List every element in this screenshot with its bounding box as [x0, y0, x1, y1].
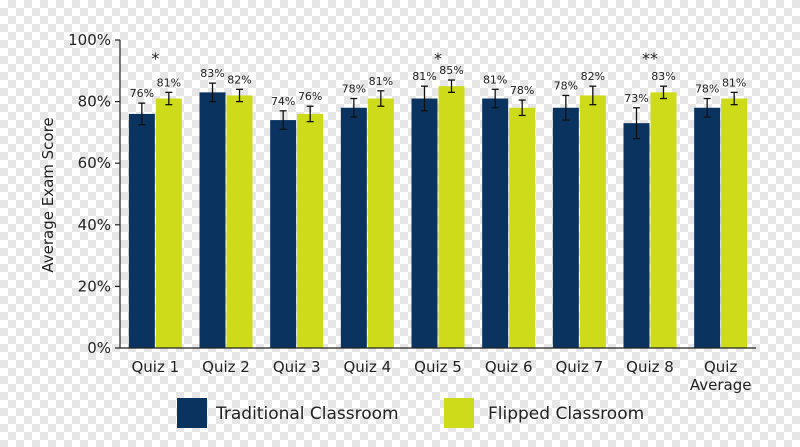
flipped-data-label-8: 83%	[651, 70, 675, 83]
flipped-error-bar-4	[377, 90, 385, 107]
flipped-bar-2	[226, 95, 253, 348]
flipped-data-label-4: 81%	[369, 75, 393, 88]
category-label-3: Quiz 3	[273, 358, 321, 376]
flipped-bar-4	[367, 98, 394, 349]
traditional-data-label-3: 74%	[271, 95, 295, 108]
flipped-data-label-6: 78%	[510, 84, 534, 97]
category-label-1: Quiz 1	[131, 358, 179, 376]
category-label-6: Quiz 6	[485, 358, 533, 376]
category-label-8: Quiz 8	[626, 358, 674, 376]
flipped-bar-8	[650, 92, 677, 348]
traditional-error-bar-3	[279, 110, 287, 130]
category-label-7: Quiz 7	[555, 358, 603, 376]
traditional-error-bar-9	[703, 97, 711, 118]
y-tick-label-60: 60%	[78, 154, 111, 172]
flipped-data-label-5: 85%	[439, 64, 463, 77]
legend: Traditional Classroom Flipped Classroom	[177, 398, 644, 428]
traditional-bar-2	[199, 92, 226, 348]
significance-marker-2: *	[434, 49, 442, 68]
traditional-legend-swatch	[177, 398, 207, 428]
traditional-error-bar-5	[421, 85, 428, 112]
traditional-data-label-2: 83%	[200, 67, 224, 80]
traditional-bar-9	[694, 107, 721, 348]
flipped-error-bar-2	[236, 88, 243, 103]
traditional-bar-5	[411, 98, 438, 349]
category-label-9-line-2: Average	[690, 376, 752, 394]
category-label-4: Quiz 4	[343, 358, 391, 376]
category-label-9-line-1: Quiz	[704, 358, 737, 376]
traditional-data-label-1: 76%	[130, 87, 154, 100]
flipped-data-label-3: 76%	[298, 90, 322, 103]
flipped-bar-1	[155, 98, 182, 349]
y-tick-label-40: 40%	[78, 216, 111, 234]
traditional-data-label-5: 81%	[412, 70, 436, 83]
traditional-bar-1	[128, 113, 155, 348]
traditional-bar-4	[340, 107, 367, 348]
axes-layer: Quiz 1 Quiz 2 Quiz 3 Quiz 4 Quiz 5 Quiz 6 Quiz…	[68, 31, 756, 394]
traditional-data-label-6: 81%	[483, 73, 507, 86]
y-tick-label-80: 80%	[78, 93, 111, 111]
traditional-error-bar-6	[491, 88, 499, 109]
flipped-legend-label: Flipped Classroom	[488, 404, 644, 424]
flipped-bar-5	[438, 86, 465, 348]
traditional-error-bar-8	[633, 107, 640, 140]
flipped-data-label-2: 82%	[227, 73, 251, 86]
category-label-5: Quiz 5	[414, 358, 462, 376]
flipped-bar-6	[509, 107, 536, 348]
traditional-bar-8	[623, 123, 650, 348]
flipped-bar-7	[579, 95, 606, 348]
traditional-data-label-7: 78%	[554, 79, 578, 92]
y-tick-label-20: 20%	[78, 277, 111, 295]
flipped-data-label-9: 81%	[722, 76, 746, 89]
traditional-error-bar-1	[138, 102, 146, 126]
y-axis-label: Average Exam Score	[39, 117, 57, 272]
flipped-bar-9	[721, 98, 748, 349]
flipped-error-bar-9	[730, 91, 738, 106]
significance-marker-1: *	[151, 49, 159, 68]
flipped-data-label-7: 82%	[581, 70, 605, 83]
flipped-error-bar-6	[518, 99, 526, 117]
traditional-bar-6	[482, 98, 509, 349]
flipped-error-bar-1	[165, 91, 173, 106]
traditional-data-label-8: 73%	[624, 92, 648, 105]
traditional-data-label-4: 78%	[342, 83, 366, 96]
category-label-2: Quiz 2	[202, 358, 250, 376]
significance-marker-3: **	[642, 49, 658, 68]
flipped-error-bar-8	[660, 85, 667, 100]
traditional-error-bar-7	[562, 94, 570, 121]
y-tick-label-100: 100%	[68, 31, 111, 49]
flipped-data-label-1: 81%	[157, 76, 181, 89]
flipped-legend-swatch	[444, 398, 474, 428]
flipped-error-bar-5	[448, 79, 455, 94]
traditional-data-label-9: 78%	[695, 83, 719, 96]
y-tick-label-0: 0%	[87, 339, 111, 357]
traditional-bar-7	[552, 107, 579, 348]
bars-layer	[128, 79, 748, 349]
flipped-error-bar-3	[306, 105, 314, 123]
traditional-error-bar-4	[350, 97, 358, 118]
data-labels-layer: 76%81%83% 82%74% 76%78%81% 81% 85%81%78% 78%8…	[130, 49, 747, 108]
flipped-error-bar-7	[589, 85, 597, 106]
traditional-legend-label: Traditional Classroom	[215, 404, 399, 424]
traditional-error-bar-2	[209, 82, 216, 103]
flipped-bar-3	[297, 113, 324, 348]
traditional-bar-3	[270, 120, 297, 348]
